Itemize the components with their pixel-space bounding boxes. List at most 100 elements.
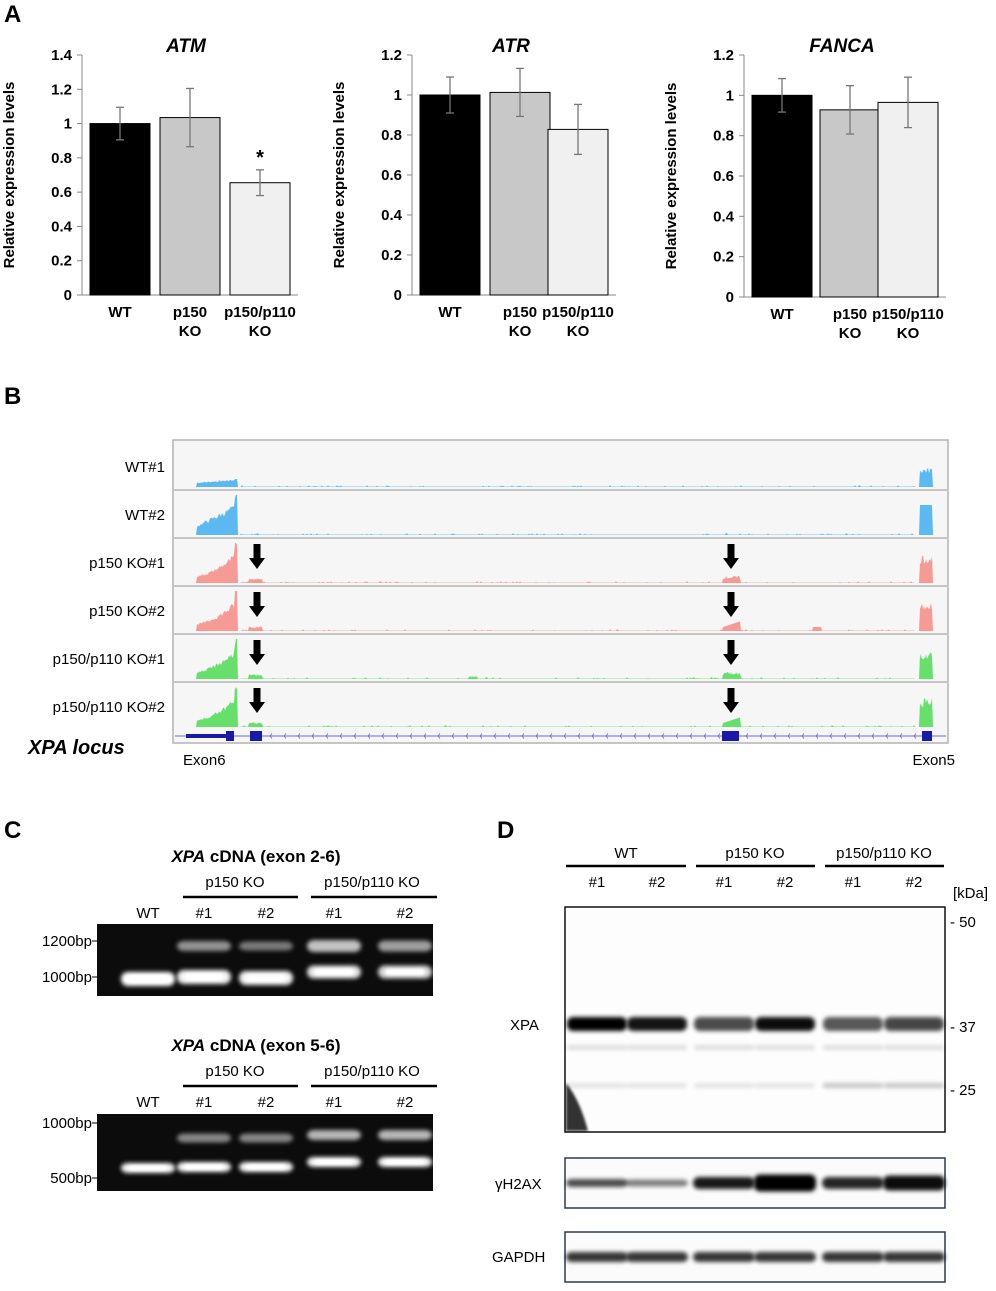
bar [419,94,481,296]
y-axis-label: Relative expression levels [1,82,18,269]
exon5-label: Exon5 [912,752,955,769]
strand-arrow [787,733,791,739]
lane-label: #1 [589,874,606,891]
bar [751,94,813,298]
bar-chart-atr: ATR Relative expression levels 0 0.2 0.4 0.6 0… [331,36,616,340]
lane-label: #1 [716,874,733,891]
y-tick-label: 0.2 [381,247,402,264]
y-tick-label: 1 [64,116,72,133]
y-tick-label: 0.4 [713,208,735,225]
xpa-locus-gene: XPA [27,737,67,759]
strand-arrow [703,733,707,739]
gel-band-core [128,975,168,983]
y-tick-label: 1 [394,87,402,104]
xpa-locus-suffix: locus [67,737,125,759]
gel-band [307,940,361,952]
coverage-track: p150/p110 KO#1 [53,633,947,679]
strand-arrow [871,733,875,739]
y-tick-label: 0.6 [51,184,72,201]
arrow-down-icon [723,592,739,617]
y-tick-label: 0.6 [381,167,402,184]
y-tick-label: 0.4 [381,207,403,224]
strand-arrow [675,733,679,739]
coverage-track: WT#2 [125,489,947,535]
x-category-label: p150/p110 [542,304,614,321]
bar-chart-fanca: FANCA Relative expression levels 0 0.2 0.4 0.… [663,36,946,342]
group-label: p150/p110 KO [324,874,420,891]
lane-label: #2 [906,874,923,891]
y-tick-label: 0 [64,287,72,304]
strand-arrow [507,733,511,739]
x-category-label: KO [249,323,272,340]
arrow-down-icon [249,688,265,713]
lane-label: #2 [397,905,414,922]
kda-marker: - 25 [950,1082,976,1099]
x-category-label: WT [770,306,793,323]
lane-label: #2 [258,1094,275,1111]
xpa-band [694,1017,754,1031]
strand-arrow [269,733,273,739]
strand-arrow [689,733,693,739]
arrow-down-icon [249,544,265,569]
coverage-track: p150 KO#2 [89,585,947,631]
faint-band [567,1045,627,1050]
strand-arrow [661,733,665,739]
kda-label: [kDa] [953,885,988,902]
lane-label: #1 [326,905,343,922]
arrow-down-icon [723,544,739,569]
strand-arrow [773,733,777,739]
panel-a-bar-charts: ATM Relative expression levels 0 0.2 0.4 0.6 0… [1,36,946,342]
bar-chart-atm: ATM Relative expression levels 0 0.2 0.4 0.6 0… [1,36,298,340]
lane-label: #1 [196,905,213,922]
xpa-band [627,1017,687,1031]
chart-title: ATR [491,36,530,57]
strand-arrow [857,733,861,739]
x-category-label: KO [179,323,202,340]
gh2ax-band [883,1175,945,1191]
gel-band-core [246,1164,286,1170]
panel-letter-a: A [4,1,21,28]
strand-arrow [479,733,483,739]
strand-arrow [577,733,581,739]
strand-arrow [745,733,749,739]
gapdh-band [566,1252,628,1262]
gel-band [177,941,231,951]
strand-arrow [563,733,567,739]
lane-label: #2 [649,874,666,891]
strand-arrow [395,733,399,739]
gel-band [378,940,432,952]
strand-arrow [759,733,763,739]
strand-arrow [465,733,469,739]
gel-band [378,1130,432,1140]
exon-block [722,731,739,741]
blot-artifact [566,1083,588,1131]
blot-label-gapdh: GAPDH [492,1249,545,1266]
y-axis-label: Relative expression levels [663,83,680,270]
strand-arrow [423,733,427,739]
strand-arrow [409,733,413,739]
y-tick-label: 1.2 [381,47,402,64]
y-tick-label: 1 [726,87,734,104]
chart-title: FANCA [809,36,874,57]
strand-arrow [535,733,539,739]
gapdh-band [754,1252,816,1262]
faint-band [755,1045,815,1050]
xpa-gene-model [175,731,946,741]
track-label: p150 KO#2 [89,603,165,620]
x-category-label: KO [509,323,532,340]
gapdh-band [822,1252,884,1262]
y-tick-label: 1.4 [51,47,73,64]
gapdh-band [626,1252,688,1262]
panel-d-western-blots: WT p150 KO p150/p110 KO #1 #2 #1 #2 #1 #2 [kDa] XP… [492,845,988,1283]
coverage-track: p150 KO#1 [89,537,947,583]
xpa-band [884,1017,944,1031]
strand-arrow [493,733,497,739]
y-axis-label: Relative expression levels [331,82,348,269]
gel-title-gene: XPA [170,847,205,866]
lane-label: #2 [258,905,275,922]
significance-marker: * [256,147,264,169]
xpa-band [823,1017,883,1031]
gel-title-rest: cDNA (exon 2-6) [205,847,340,866]
track-label: p150 KO#1 [89,555,165,572]
panel-letter-d: D [497,817,514,844]
